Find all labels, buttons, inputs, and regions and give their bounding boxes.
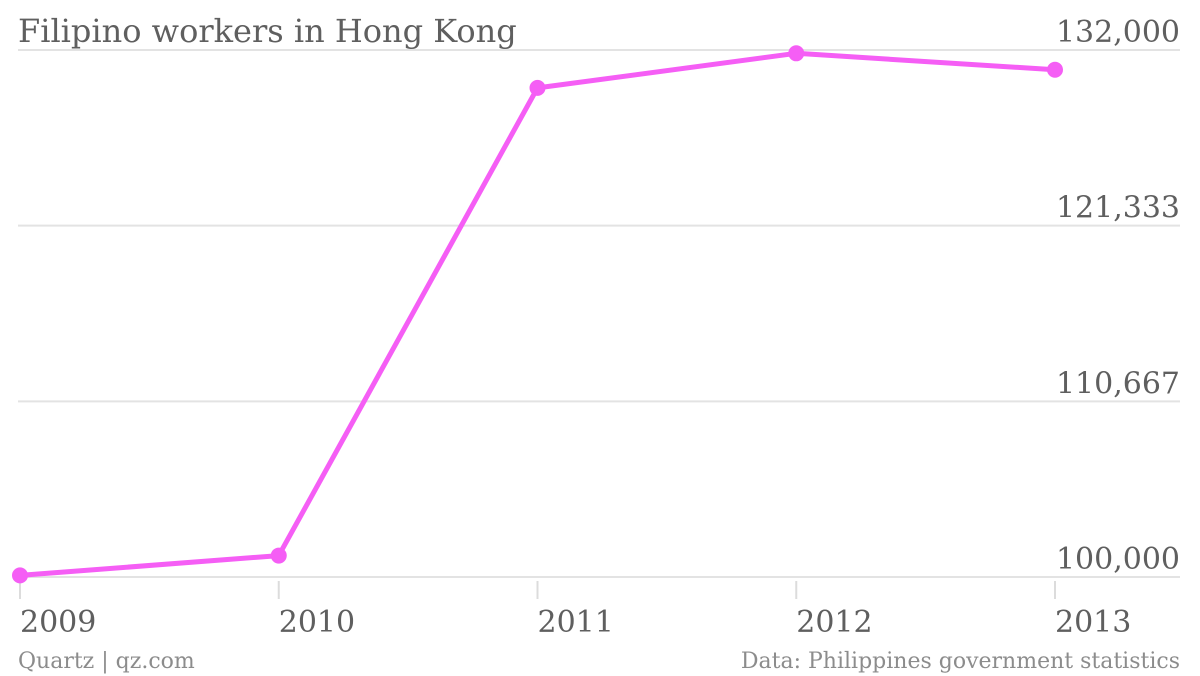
gridlines: [18, 49, 1180, 578]
x-axis: 2009 2010 2011 2012 2013: [19, 581, 1131, 640]
x-tick-label: 2012: [796, 605, 872, 640]
x-tick-label: 2013: [1055, 605, 1131, 640]
y-tick-label: 132,000: [1056, 15, 1180, 50]
y-tick-label: 121,333: [1056, 191, 1180, 226]
x-tick-label: 2011: [538, 605, 614, 640]
data-point: [270, 547, 287, 564]
series-line: [17, 50, 1058, 578]
data-point: [12, 567, 28, 584]
source-credit: Quartz | qz.com: [18, 649, 195, 674]
data-point: [529, 79, 546, 96]
data-point: [788, 45, 805, 62]
data-source-note: Data: Philippines government statistics: [741, 649, 1180, 674]
y-axis-tick-labels: 132,000 121,333 110,667 100,000: [1056, 15, 1180, 577]
chart-title: Filipino workers in Hong Kong: [18, 12, 517, 50]
x-tick-label: 2009: [20, 605, 96, 640]
data-point: [1047, 61, 1063, 78]
y-tick-label: 100,000: [1056, 542, 1180, 577]
data-series: [12, 45, 1063, 584]
x-tick-label: 2010: [279, 605, 355, 640]
y-tick-label: 110,667: [1056, 366, 1180, 401]
